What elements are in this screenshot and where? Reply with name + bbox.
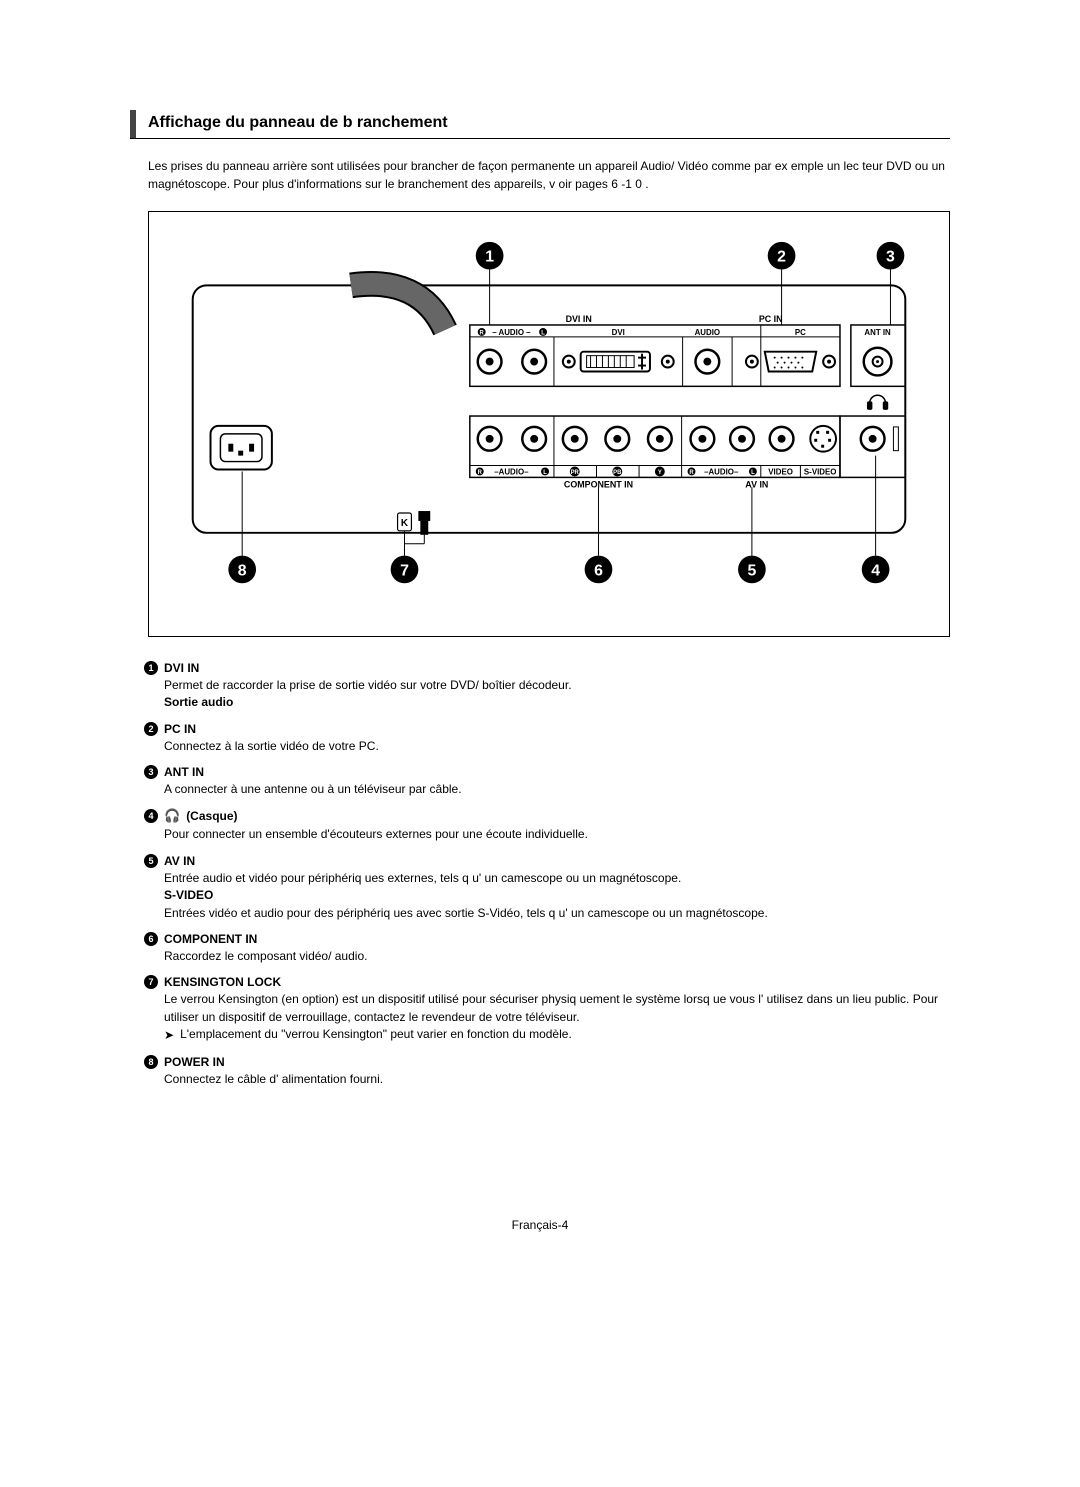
svg-text:AUDIO: AUDIO (695, 328, 720, 337)
list-item: 8 POWER IN Connectez le câble d' aliment… (144, 1055, 950, 1088)
list-item: 4 🎧 (Casque) Pour connecter un ensemble … (144, 808, 950, 843)
svg-text:PR: PR (571, 470, 580, 476)
item-subheading: S-VIDEO (164, 887, 950, 904)
headphone-icon: 🎧 (164, 808, 180, 824)
svg-text:6: 6 (594, 562, 603, 579)
svg-text:–AUDIO–: –AUDIO– (494, 467, 529, 476)
section-title-row: Affichage du panneau de b ranchement (130, 110, 950, 139)
item-number-badge: 3 (144, 765, 158, 779)
list-item: 3 ANT IN A connecter à une antenne ou à … (144, 765, 950, 798)
list-item: 7 KENSINGTON LOCK Le verrou Kensington (… (144, 975, 950, 1044)
section-title: Affichage du panneau de b ranchement (148, 110, 448, 138)
svg-text:5: 5 (747, 562, 756, 579)
svg-text:S-VIDEO: S-VIDEO (804, 467, 837, 476)
item-number-badge: 8 (144, 1055, 158, 1069)
svg-text:DVI IN: DVI IN (566, 314, 592, 324)
svg-text:–AUDIO–: –AUDIO– (704, 467, 739, 476)
intro-paragraph: Les prises du panneau arrière sont utili… (148, 157, 950, 193)
svg-text:L: L (543, 470, 547, 476)
item-number-badge: 7 (144, 975, 158, 989)
item-number-badge: 6 (144, 932, 158, 946)
item-text: Pour connecter un ensemble d'écouteurs e… (164, 826, 950, 843)
list-item: 1 DVI IN Permet de raccorder la prise de… (144, 661, 950, 712)
svg-text:L: L (541, 330, 545, 336)
item-heading: PC IN (164, 722, 196, 736)
title-accent-bar (130, 110, 136, 138)
svg-text:8: 8 (238, 562, 247, 579)
item-text: Connectez le câble d' alimentation fourn… (164, 1071, 950, 1088)
item-number-badge: 2 (144, 722, 158, 736)
item-number-badge: 4 (144, 809, 158, 823)
item-heading: KENSINGTON LOCK (164, 975, 281, 989)
svg-text:K: K (401, 518, 409, 529)
item-text: Connectez à la sortie vidéo de votre PC. (164, 738, 950, 755)
svg-text:R: R (478, 470, 483, 476)
page-footer: Français-4 (130, 1218, 950, 1232)
list-item: 6 COMPONENT IN Raccordez le composant vi… (144, 932, 950, 965)
item-heading: (Casque) (186, 809, 237, 823)
item-heading: ANT IN (164, 765, 204, 779)
svg-text:PC: PC (795, 328, 806, 337)
item-text: Entrée audio et vidéo pour périphériq ue… (164, 870, 950, 887)
item-text: Permet de raccorder la prise de sortie v… (164, 677, 950, 694)
item-text: Le verrou Kensington (en option) est un … (164, 991, 950, 1026)
svg-text:R: R (480, 330, 485, 336)
item-subheading: Sortie audio (164, 694, 950, 711)
svg-text:DVI: DVI (612, 328, 625, 337)
svg-text:VIDEO: VIDEO (768, 467, 793, 476)
svg-text:– AUDIO –: – AUDIO – (492, 328, 531, 337)
connection-panel-diagram: 1 2 3 DVI IN PC IN R (148, 211, 950, 637)
item-number-badge: 1 (144, 661, 158, 675)
svg-text:L: L (751, 470, 755, 476)
svg-text:PB: PB (613, 470, 621, 476)
item-heading: AV IN (164, 854, 195, 868)
item-heading: COMPONENT IN (164, 932, 257, 946)
item-text: Raccordez le composant vidéo/ audio. (164, 948, 950, 965)
svg-text:ANT IN: ANT IN (864, 328, 891, 337)
svg-text:AV IN: AV IN (745, 479, 768, 489)
item-note: ➤ L'emplacement du "verrou Kensington" p… (164, 1026, 950, 1044)
item-note-text: L'emplacement du "verrou Kensington" peu… (180, 1026, 572, 1043)
panel-svg: 1 2 3 DVI IN PC IN R (163, 226, 935, 622)
item-number-badge: 5 (144, 854, 158, 868)
svg-text:1: 1 (485, 249, 494, 266)
port-descriptions: 1 DVI IN Permet de raccorder la prise de… (144, 661, 950, 1088)
svg-text:PC IN: PC IN (759, 314, 783, 324)
list-item: 2 PC IN Connectez à la sortie vidéo de v… (144, 722, 950, 755)
note-arrow-icon: ➤ (164, 1026, 174, 1044)
svg-text:7: 7 (400, 562, 409, 579)
svg-text:4: 4 (871, 562, 880, 579)
item-text: A connecter à une antenne ou à un télévi… (164, 781, 950, 798)
svg-text:2: 2 (777, 249, 786, 266)
list-item: 5 AV IN Entrée audio et vidéo pour périp… (144, 854, 950, 922)
svg-text:Y: Y (658, 470, 662, 476)
item-text: Entrées vidéo et audio pour des périphér… (164, 905, 950, 922)
item-heading: DVI IN (164, 661, 199, 675)
item-heading: POWER IN (164, 1055, 225, 1069)
svg-text:3: 3 (886, 249, 895, 266)
svg-text:R: R (689, 470, 694, 476)
